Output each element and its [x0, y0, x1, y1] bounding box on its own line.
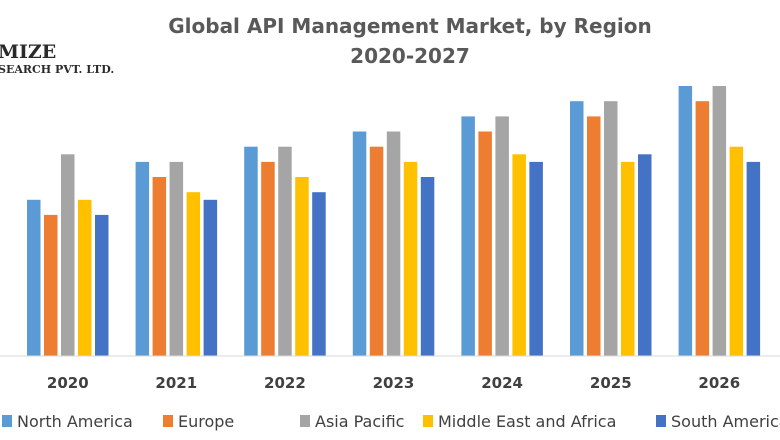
bar-2023-asia-pacific [386, 131, 401, 356]
x-tick-label: 2025 [590, 374, 632, 392]
legend: North America Europe Asia Pacific Middle Ea… [2, 412, 780, 431]
legend-label: South America [671, 412, 780, 431]
legend-label: Europe [178, 412, 234, 431]
x-tick-label: 2020 [47, 374, 89, 392]
x-tick-label: 2024 [481, 374, 523, 392]
bar-2024-asia-pacific [495, 116, 509, 357]
bar-2022-south-america [312, 192, 326, 356]
bar-2025-asia-pacific [604, 101, 618, 356]
bar-2026-europe [695, 101, 710, 356]
x-tick-label: 2022 [264, 374, 306, 392]
legend-item-europe: Europe [163, 412, 234, 431]
bar-2021-north-america [135, 161, 150, 356]
bar-2023-south-america [420, 177, 435, 356]
bar-2024-middle-east-and-africa [512, 154, 526, 356]
bar-2024-north-america [461, 116, 475, 357]
bar-2023-middle-east-and-africa [403, 161, 418, 356]
x-tick-label: 2021 [155, 374, 197, 392]
bar-2021-south-america [203, 199, 218, 356]
bar-2026-asia-pacific [712, 86, 727, 356]
legend-label: Middle East and Africa [438, 412, 616, 431]
bar-2025-north-america [570, 101, 584, 356]
logo-line-2: SEARCH PVT. LTD. [0, 63, 114, 76]
bar-2020-europe [44, 214, 58, 356]
bar-2020-middle-east-and-africa [78, 199, 92, 356]
bar-2021-middle-east-and-africa [186, 192, 201, 356]
x-tick-label: 2026 [698, 374, 740, 392]
bar-2022-europe [261, 161, 275, 356]
legend-swatch [2, 415, 12, 427]
logo-line-1: MIZE [0, 41, 56, 63]
bar-2021-europe [152, 177, 167, 356]
bar-2020-north-america [27, 199, 41, 356]
legend-label: North America [17, 412, 133, 431]
bar-2024-europe [478, 131, 492, 356]
chart-title-line-1: Global API Management Market, by Region [168, 14, 652, 38]
company-logo: MIZE SEARCH PVT. LTD. [0, 41, 114, 76]
chart-title-line-2: 2020-2027 [350, 44, 470, 68]
bar-2026-south-america [746, 161, 761, 356]
bar-2024-south-america [529, 161, 543, 356]
legend-item-asia-pacific: Asia Pacific [300, 412, 404, 431]
bar-2020-asia-pacific [61, 154, 75, 356]
legend-swatch [163, 415, 173, 427]
bar-2026-middle-east-and-africa [729, 146, 744, 356]
legend-item-middle-east-and-africa: Middle East and Africa [423, 412, 616, 431]
bar-2026-north-america [678, 86, 693, 356]
bar-2025-europe [587, 116, 601, 357]
legend-swatch [300, 415, 310, 427]
bar-2023-north-america [352, 131, 367, 356]
bar-2020-south-america [95, 214, 109, 356]
bar-2023-europe [369, 146, 384, 356]
bar-2022-middle-east-and-africa [295, 177, 309, 356]
bar-2025-middle-east-and-africa [621, 161, 635, 356]
bar-area [27, 86, 761, 357]
x-tick-labels: 2020 2021 2022 2023 2024 2025 2026 [47, 374, 740, 392]
bar-2021-asia-pacific [169, 161, 184, 356]
legend-swatch [423, 415, 433, 427]
legend-item-north-america: North America [2, 412, 133, 431]
legend-swatch [656, 415, 666, 427]
bar-2022-north-america [244, 146, 258, 356]
bar-2022-asia-pacific [278, 146, 292, 356]
x-tick-label: 2023 [373, 374, 415, 392]
legend-item-south-america: South America [656, 412, 780, 431]
bar-2025-south-america [638, 154, 652, 356]
legend-label: Asia Pacific [315, 412, 404, 431]
